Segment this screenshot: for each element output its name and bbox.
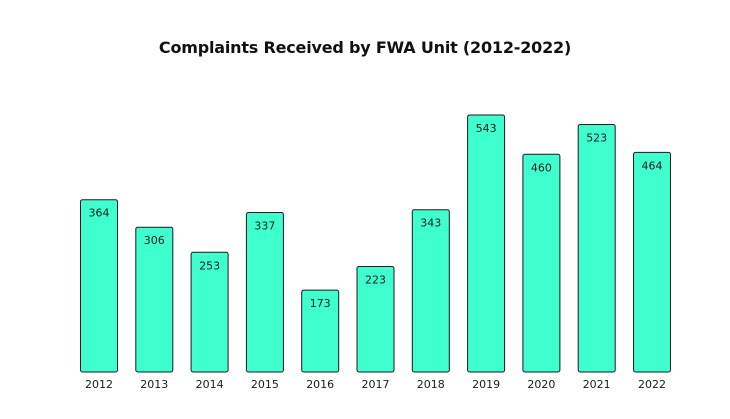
- data-label-2021: 523: [586, 132, 607, 145]
- bar-2018: [411, 209, 450, 373]
- data-label-2018: 343: [420, 217, 441, 230]
- x-tick-label-2019: 2019: [472, 378, 500, 391]
- x-tick-labels-group: 2012 2013 2014 2015 2016 2017 2018 2019 2020 2021…: [85, 378, 666, 391]
- x-tick-label-2015: 2015: [251, 378, 279, 391]
- x-tick-label-2016: 2016: [306, 378, 334, 391]
- bar-2017: [356, 266, 395, 373]
- data-label-2019: 543: [476, 122, 497, 135]
- data-label-2015: 337: [254, 220, 275, 233]
- bar-2019: [467, 114, 506, 373]
- x-tick-label-2012: 2012: [85, 378, 113, 391]
- bar-2021: [577, 124, 616, 373]
- data-label-2017: 223: [365, 274, 386, 287]
- data-label-2014: 253: [199, 259, 220, 272]
- bar-2016: [301, 289, 340, 373]
- data-labels-group: 364 306 253 337 173 223 343 543 460 523 464: [89, 122, 663, 310]
- x-tick-label-2017: 2017: [362, 378, 390, 391]
- bar-2020: [522, 153, 561, 373]
- x-tick-label-2021: 2021: [583, 378, 611, 391]
- x-tick-label-2014: 2014: [196, 378, 224, 391]
- data-label-2012: 364: [89, 207, 110, 220]
- bars-group: [80, 114, 671, 373]
- data-label-2013: 306: [144, 234, 165, 247]
- data-label-2022: 464: [642, 159, 663, 172]
- x-tick-label-2022: 2022: [638, 378, 666, 391]
- bar-2022: [633, 151, 671, 373]
- bar-2012: [80, 199, 118, 373]
- x-tick-label-2013: 2013: [140, 378, 168, 391]
- bar-2015: [245, 212, 284, 373]
- bar-2013: [135, 226, 174, 373]
- data-label-2020: 460: [531, 161, 552, 174]
- x-tick-label-2018: 2018: [417, 378, 445, 391]
- data-label-2016: 173: [310, 297, 331, 310]
- chart-title: Complaints Received by FWA Unit (2012-20…: [158, 38, 572, 57]
- bar-2014: [190, 251, 229, 373]
- x-tick-label-2020: 2020: [527, 378, 555, 391]
